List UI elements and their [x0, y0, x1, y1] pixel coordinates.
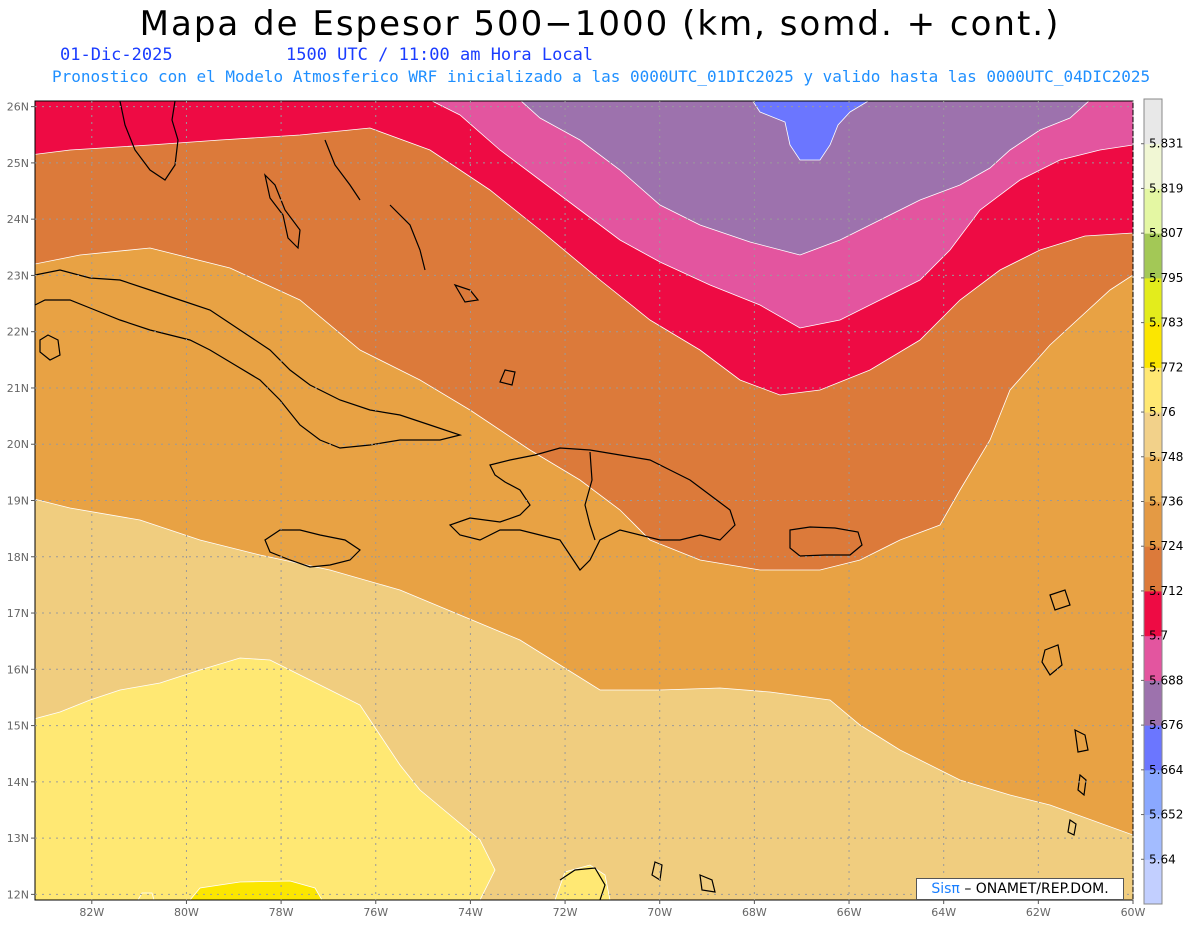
lon-tick-label: 60W — [1121, 906, 1146, 919]
colorbar-swatch — [1144, 546, 1162, 592]
colorbar-swatch — [1144, 769, 1162, 816]
band-5772 — [189, 880, 323, 900]
lon-tick-label: 76W — [363, 906, 388, 919]
lon-tick-label: 62W — [1026, 906, 1051, 919]
puerto-rico-coast — [789, 526, 863, 557]
colorbar-label: 5.676 — [1149, 718, 1183, 732]
bahamas-5 — [499, 369, 516, 386]
colorbar-label: 5.772 — [1149, 360, 1183, 374]
colorbar-swatch — [1144, 277, 1162, 324]
lat-tick-label: 25N — [7, 157, 29, 170]
colorbar-swatch — [1144, 859, 1162, 905]
colorbar-label: 5.712 — [1149, 584, 1183, 598]
lat-tick-label: 13N — [7, 832, 29, 845]
colorbar-swatch — [1144, 99, 1162, 145]
lat-tick-label: 16N — [7, 663, 29, 676]
colorbar-label: 5.807 — [1149, 226, 1183, 240]
lesser-antilles-1 — [1041, 644, 1063, 676]
florida-coast — [119, 101, 179, 181]
lat-tick-label: 21N — [7, 382, 29, 395]
coastlines — [35, 101, 1089, 900]
lon-tick-label: 68W — [742, 906, 767, 919]
colorbar-label: 5.7 — [1149, 629, 1168, 643]
band-5760 — [35, 657, 496, 900]
lon-tick-label: 80W — [174, 906, 199, 919]
lat-tick-label: 15N — [7, 720, 29, 733]
colorbar-swatch — [1144, 233, 1162, 279]
colorbar-label: 5.795 — [1149, 271, 1183, 285]
colorbar-label: 5.652 — [1149, 808, 1183, 822]
colorbar-swatch — [1144, 322, 1162, 368]
venezuela-islands-1 — [559, 867, 606, 900]
colorbar-label: 5.736 — [1149, 495, 1183, 509]
graticule — [35, 101, 1134, 900]
forecast-date: 01-Dic-2025 — [60, 45, 173, 65]
lon-tick-label: 74W — [458, 906, 483, 919]
lat-tick-label: 24N — [7, 213, 29, 226]
colorbar-swatch — [1144, 635, 1162, 681]
colorbar-swatch — [1144, 456, 1162, 502]
lat-tick-label: 26N — [7, 101, 29, 114]
jamaica-coast — [264, 529, 361, 568]
bahamas-4 — [453, 283, 480, 303]
colorbar-swatch — [1144, 188, 1162, 234]
colorbar-swatch — [1144, 590, 1162, 637]
colorbar-label: 5.76 — [1149, 405, 1176, 419]
lat-tick-label: 18N — [7, 551, 29, 564]
colorbar-label: 5.831 — [1149, 137, 1183, 151]
colorbar-swatch — [1144, 501, 1162, 547]
colorbar-label: 5.748 — [1149, 450, 1183, 464]
forecast-time: 1500 UTC / 11:00 am Hora Local — [286, 45, 594, 65]
colorbar-swatch — [1144, 814, 1162, 860]
lat-tick-label: 20N — [7, 438, 29, 451]
lat-tick-label: 23N — [7, 269, 29, 282]
sispi-logo-text: Sisπ — [931, 881, 960, 897]
colorbar-swatch — [1144, 412, 1162, 458]
lat-tick-label: 14N — [7, 776, 29, 789]
colorbar-label: 5.783 — [1149, 316, 1183, 330]
isla-juventud-coast — [39, 334, 61, 361]
lon-tick-label: 64W — [931, 906, 956, 919]
colorbar-label: 5.664 — [1149, 763, 1183, 777]
lon-tick-label: 70W — [647, 906, 672, 919]
venezuela-islands-3 — [699, 874, 716, 893]
lon-tick-label: 78W — [269, 906, 294, 919]
lat-tick-label: 19N — [7, 495, 29, 508]
colorbar-swatch — [1144, 725, 1162, 771]
band-5676 — [752, 101, 870, 161]
credit-org: – ONAMET/REP.DOM. — [964, 881, 1109, 897]
lon-tick-label: 72W — [553, 906, 578, 919]
forecast-subtitle: Pronostico con el Modelo Atmosferico WRF… — [52, 67, 1151, 86]
credit-box: Sisπ – ONAMET/REP.DOM. — [916, 878, 1124, 900]
lesser-antilles-3 — [1049, 589, 1071, 611]
colorbar-swatch — [1144, 143, 1162, 189]
map-title: Mapa de Espesor 500−1000 (km, somd. + co… — [139, 4, 1061, 44]
colorbar-label: 5.819 — [1149, 181, 1183, 195]
lesser-antilles-4 — [1077, 773, 1087, 797]
colorbar-label: 5.64 — [1149, 852, 1176, 866]
bahamas-2 — [324, 139, 361, 201]
lesser-antilles-2 — [1074, 728, 1089, 753]
colorbar-swatch — [1144, 680, 1162, 726]
lon-tick-label: 66W — [837, 906, 862, 919]
colorbar-label: 5.724 — [1149, 539, 1183, 553]
bahamas-3 — [389, 204, 426, 271]
colorbar: 5.64 5.652 5.664 5.676 5.688 5.7 5.712 5.724 5.7… — [1141, 98, 1183, 905]
lat-tick-label: 22N — [7, 326, 29, 339]
band-5688 — [520, 101, 1090, 256]
lat-tick-label: 12N — [7, 888, 29, 901]
lon-tick-label: 82W — [79, 906, 104, 919]
bahamas-1 — [263, 173, 301, 250]
colorbar-label: 5.688 — [1149, 673, 1183, 687]
hispaniola-coast — [448, 447, 736, 571]
colorbar-swatch — [1144, 367, 1162, 413]
haiti-border — [584, 451, 596, 541]
lat-tick-label: 17N — [7, 607, 29, 620]
cuba-coast — [35, 269, 463, 449]
lesser-antilles-5 — [1067, 818, 1077, 836]
axis-labels: 82W 80W 78W 76W 74W 72W 70W 68W 66W 64W 62W 60W 12N 1… — [7, 101, 1146, 919]
